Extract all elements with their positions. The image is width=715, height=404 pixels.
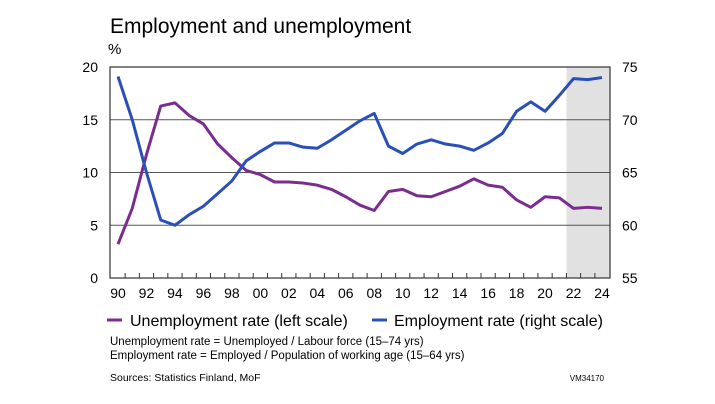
plot-frame	[109, 66, 611, 279]
note-unemployment: Unemployment rate = Unemployed / Labour …	[110, 336, 424, 348]
x-tick-label: 16	[480, 285, 496, 301]
x-tick-label: 08	[366, 285, 382, 301]
x-tick-label: 96	[196, 285, 212, 301]
x-tick-label: 20	[537, 285, 553, 301]
note-employment: Employment rate = Employed / Population …	[110, 350, 465, 362]
legend: Unemployment rate (left scale) Employmen…	[107, 313, 603, 330]
x-tick-label: 02	[281, 285, 297, 301]
source: Sources: Statistics Finland, MoF	[110, 372, 261, 384]
x-tick-label: 10	[395, 285, 411, 301]
x-tick-label: 98	[224, 285, 240, 301]
employment-rate-line	[116, 76, 603, 227]
y-right-tick-label: 60	[622, 217, 638, 233]
y-left-tick-label: 10	[82, 165, 98, 181]
x-tick-label: 06	[338, 285, 354, 301]
x-tick-label: 92	[139, 285, 155, 301]
legend-label-employment: Employment rate (right scale)	[394, 313, 603, 330]
y-right-tick-label: 70	[622, 112, 638, 128]
y-left-tick-label: 20	[82, 59, 98, 75]
x-tick-label: 94	[167, 285, 183, 301]
y-right-tick-label: 55	[622, 270, 638, 286]
x-tick-label: 24	[594, 285, 610, 301]
chart-code: VM34170	[570, 374, 605, 383]
x-tick-label: 12	[423, 285, 439, 301]
x-tick-label: 14	[452, 285, 468, 301]
x-tick-label: 00	[253, 285, 269, 301]
x-tick-label: 22	[566, 285, 582, 301]
unemployment-rate-line	[116, 101, 603, 245]
x-tick-label: 04	[310, 285, 326, 301]
x-tick-label: 18	[509, 285, 525, 301]
y-axis-unit: %	[108, 41, 121, 58]
x-tick-label: 90	[110, 285, 126, 301]
y-left-tick-label: 15	[82, 112, 98, 128]
legend-label-unemployment: Unemployment rate (left scale)	[130, 313, 348, 330]
y-right-tick-label: 75	[622, 59, 638, 75]
y-right-tick-label: 65	[622, 165, 638, 181]
chart-title: Employment and unemployment	[110, 15, 411, 38]
y-left-tick-label: 0	[90, 270, 98, 286]
y-left-tick-label: 5	[90, 217, 98, 233]
